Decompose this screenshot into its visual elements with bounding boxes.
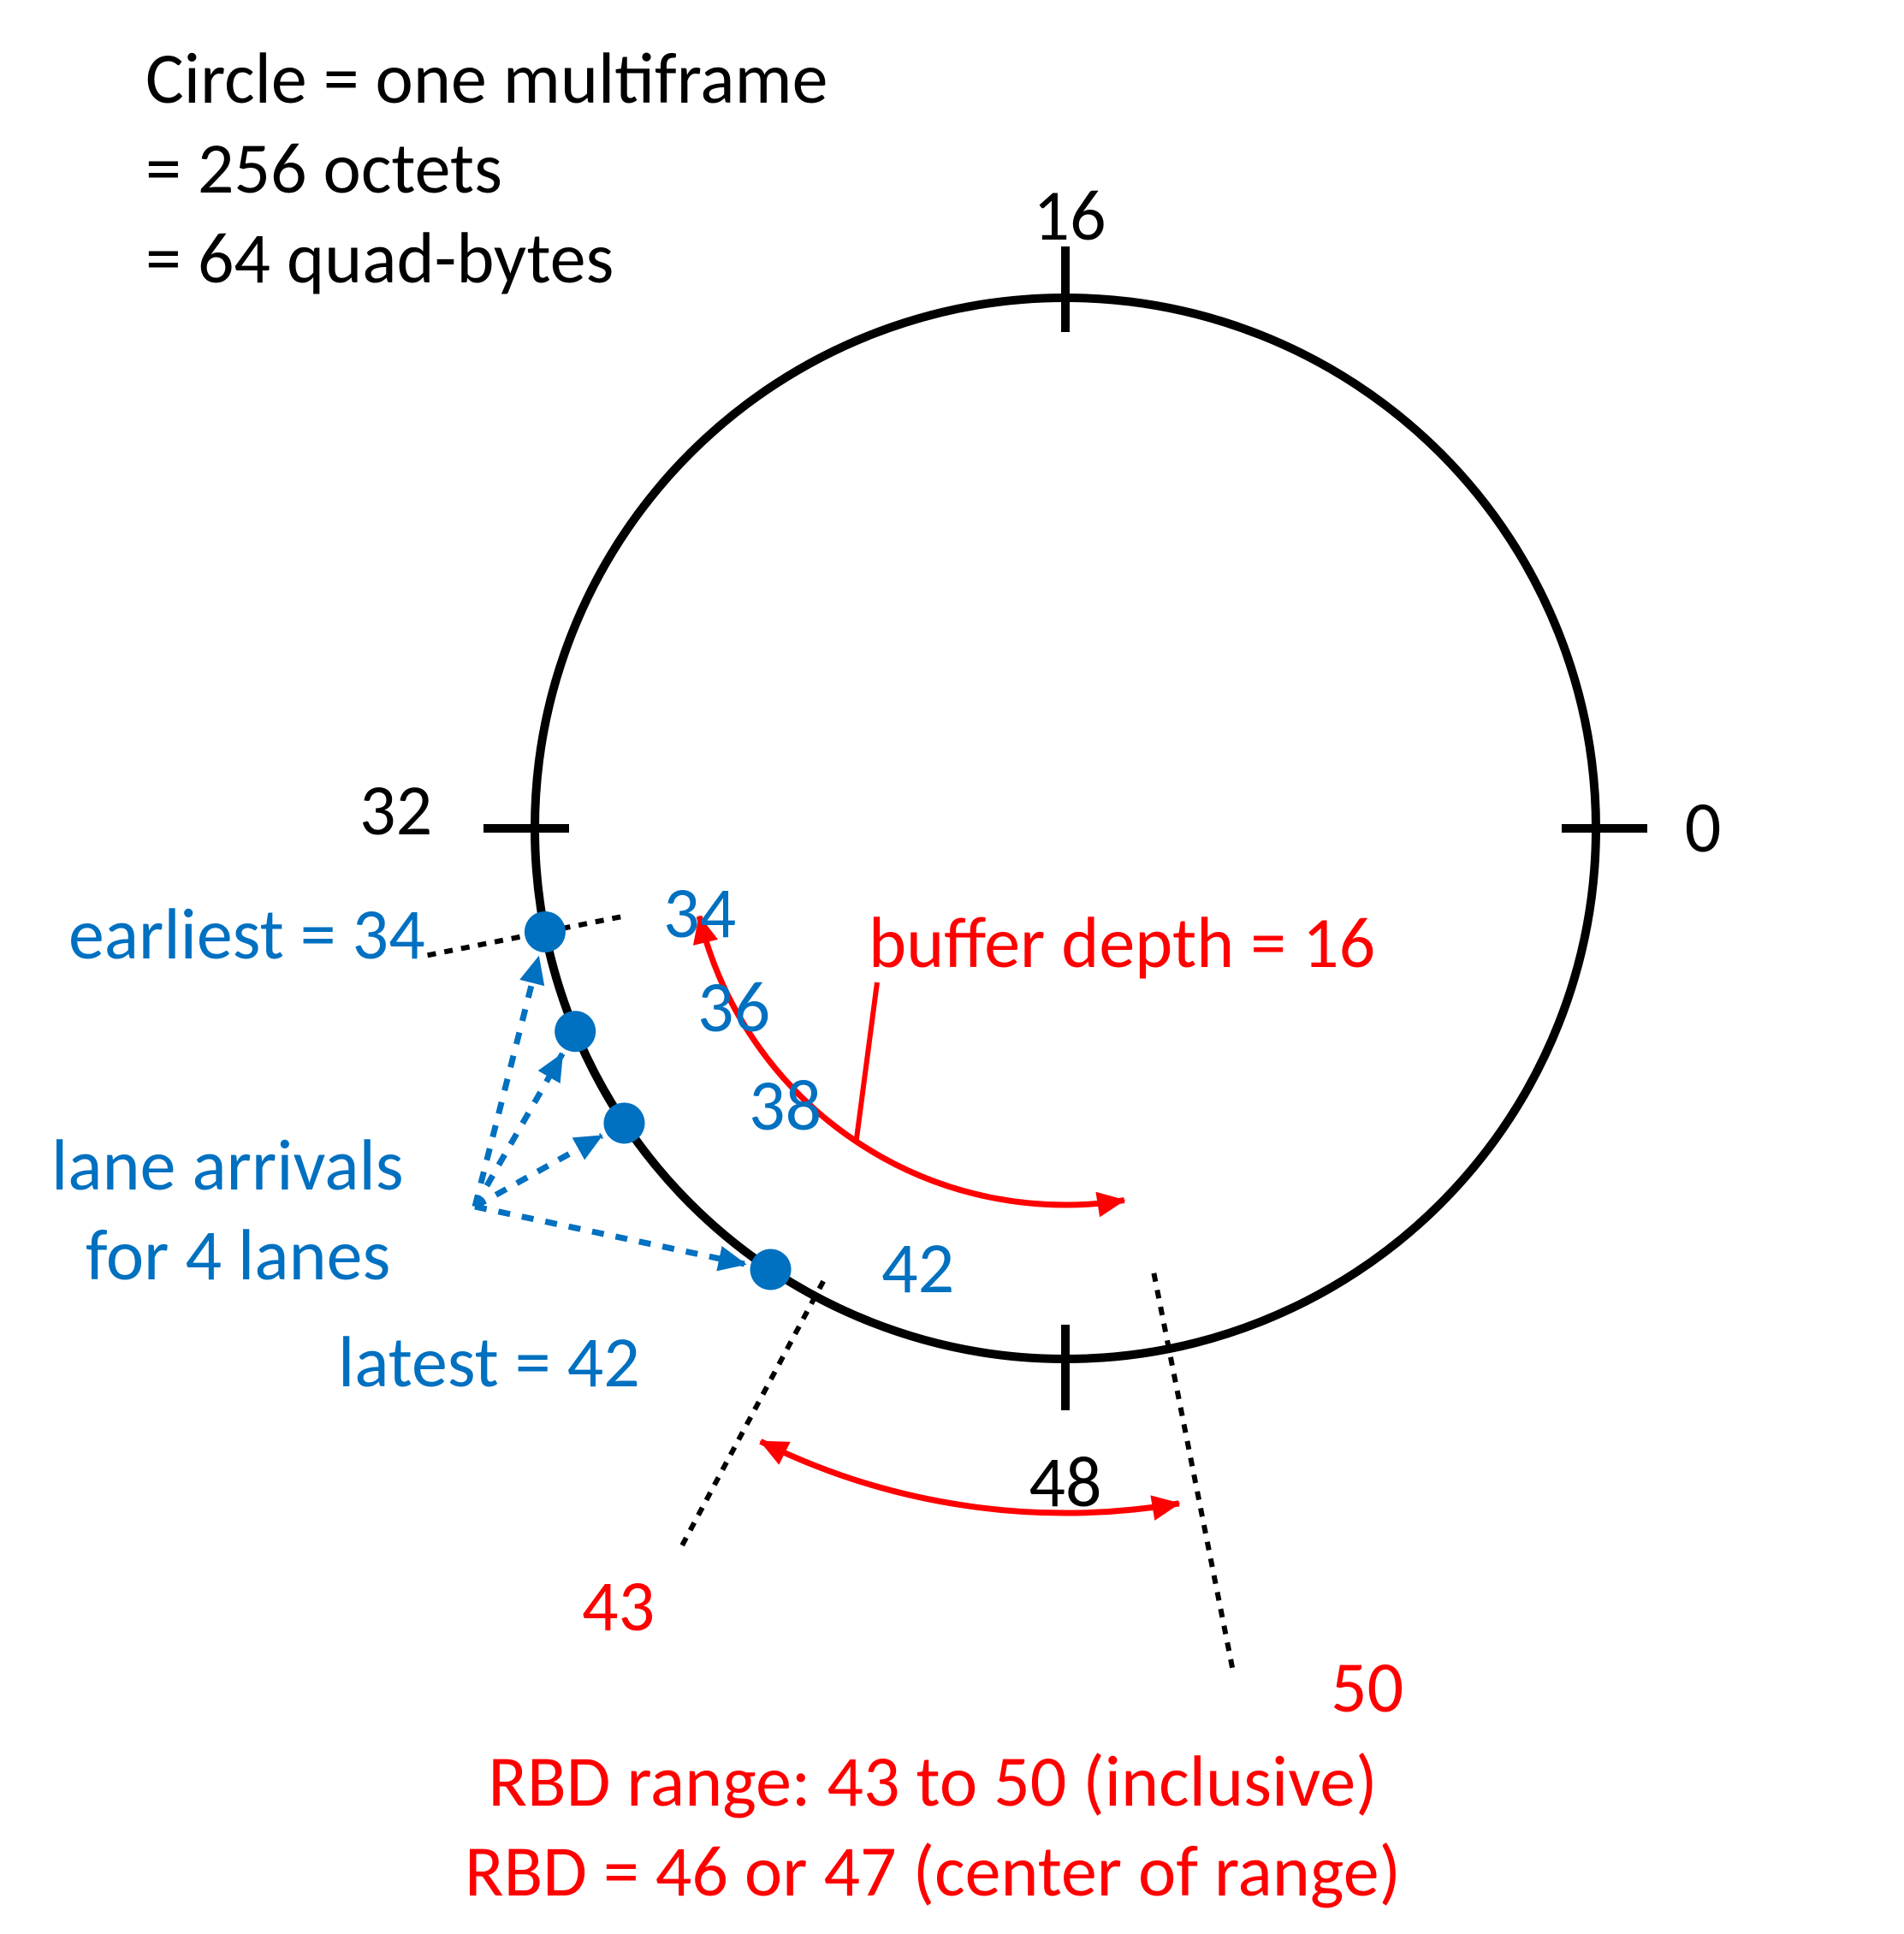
buffer-depth-label: buffer depth = 16 [869, 899, 1375, 987]
rbd-center-label: RBD = 46 or 47 (center of range) [465, 1827, 1401, 1915]
tick-label-0: 0 [1685, 783, 1722, 871]
lane-point-label: 36 [697, 963, 770, 1051]
rbd-end-label: 50 [1331, 1643, 1403, 1731]
lane-arrivals-label: lane arrivals [51, 1121, 404, 1209]
multiframe-circle [535, 298, 1596, 1359]
rbd-range-label: RBD range: 43 to 50 (inclusive) [488, 1737, 1377, 1825]
latest-label: latest = 42 [338, 1318, 640, 1406]
earliest-label: earliest = 34 [68, 890, 425, 978]
header-line: = 256 octets [145, 124, 502, 212]
rbd-start-label: 43 [582, 1562, 655, 1650]
lane-point [603, 1102, 644, 1143]
rbd-arc [761, 1441, 1179, 1513]
lane-point-label: 38 [749, 1061, 822, 1149]
lane-point-label: 34 [663, 869, 736, 957]
radial-34 [428, 917, 621, 955]
radial-43 [682, 1281, 823, 1545]
header-line: Circle = one multiframe [145, 34, 827, 122]
tick-label-32: 32 [359, 766, 432, 854]
header-line: = 64 quad-bytes [145, 214, 614, 302]
tick-label-16: 16 [1033, 171, 1106, 259]
lane-point [525, 911, 566, 952]
lane-point [750, 1249, 792, 1290]
buffer-depth-leader [857, 982, 877, 1142]
lane-arrow [475, 1136, 602, 1207]
lane-point [555, 1011, 596, 1052]
lane-arrivals-label: for 4 lanes [86, 1211, 390, 1299]
lane-arrow [475, 957, 538, 1207]
lane-point-label: 42 [881, 1224, 954, 1312]
